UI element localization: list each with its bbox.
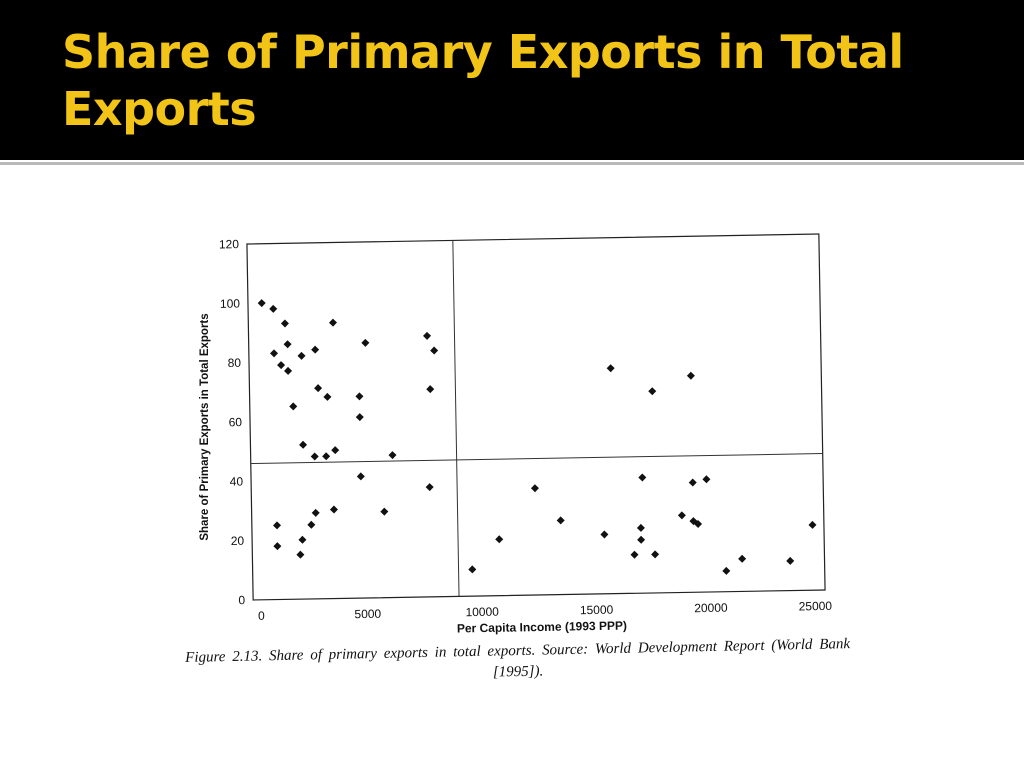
data-point: [356, 472, 365, 481]
data-point: [311, 508, 320, 517]
y-tick-label: 20: [231, 534, 245, 548]
data-point: [314, 384, 323, 393]
data-point: [606, 364, 615, 373]
data-point: [284, 366, 293, 375]
title-bar: [0, 0, 1024, 160]
data-point: [636, 523, 645, 532]
data-point: [257, 299, 266, 308]
data-point: [425, 483, 434, 492]
data-point: [786, 556, 795, 565]
data-point: [311, 345, 320, 354]
data-point: [677, 511, 686, 520]
data-point: [277, 361, 286, 370]
data-point: [355, 392, 364, 401]
data-point: [355, 413, 364, 422]
x-tick-label: 15000: [580, 603, 614, 618]
horizontal-reference-line: [250, 453, 823, 465]
slide-title: Share of Primary Exports in Total Export…: [62, 25, 904, 136]
figure-caption: Figure 2.13. Share of primary exports in…: [185, 636, 851, 681]
vertical-reference-line: [452, 240, 460, 597]
data-point: [688, 478, 697, 487]
data-point: [270, 349, 279, 358]
x-tick-label: 0: [258, 609, 265, 623]
data-point: [380, 507, 389, 516]
y-tick-label: 100: [220, 296, 241, 310]
data-point: [738, 554, 747, 563]
data-point: [468, 565, 477, 574]
y-tick-label: 0: [238, 593, 245, 607]
data-point: [600, 530, 609, 539]
x-tick-label: 10000: [465, 605, 499, 620]
data-point: [630, 550, 639, 559]
data-point: [430, 346, 439, 355]
data-point: [273, 542, 282, 551]
data-point: [686, 371, 695, 380]
data-point: [269, 304, 278, 313]
data-point: [702, 475, 711, 484]
y-tick-label: 40: [230, 474, 244, 488]
data-point: [323, 392, 332, 401]
data-point: [283, 340, 292, 349]
data-point: [637, 535, 646, 544]
data-point: [648, 387, 657, 396]
data-point: [322, 452, 331, 461]
y-tick-label: 80: [228, 356, 242, 370]
data-point: [331, 446, 340, 455]
data-point: [361, 338, 370, 347]
data-point: [388, 451, 397, 460]
scatter-chart: 0 20 40 60 80 100 120 0 5000 10000 15000 20000 25000…: [199, 233, 833, 636]
title-divider: [0, 162, 1024, 165]
y-axis-label: Share of Primary Exports in Total Export…: [199, 313, 211, 540]
data-point: [297, 351, 306, 360]
data-point: [808, 520, 817, 529]
data-point: [273, 521, 282, 530]
data-point: [299, 440, 308, 449]
data-point: [289, 402, 298, 411]
data-point: [296, 550, 305, 559]
x-tick-label: 5000: [354, 607, 381, 621]
plot-frame: [246, 233, 826, 601]
data-point: [310, 452, 319, 461]
data-point: [556, 516, 565, 525]
data-point: [426, 385, 435, 394]
data-point: [307, 520, 316, 529]
x-tick-label: 20000: [694, 601, 728, 616]
y-tick-label: 120: [219, 237, 240, 251]
y-tick-label: 60: [229, 415, 243, 429]
data-point: [638, 473, 647, 482]
data-point: [651, 550, 660, 559]
x-tick-label: 25000: [799, 599, 833, 614]
data-point: [722, 566, 731, 575]
data-point: [280, 319, 289, 328]
data-point: [298, 535, 307, 544]
data-point: [423, 331, 432, 340]
data-point: [328, 318, 337, 327]
data-point: [530, 484, 539, 493]
data-point: [495, 535, 504, 544]
x-axis-label: Per Capita Income (1993 PPP): [457, 619, 627, 636]
data-point: [329, 505, 338, 514]
data-point: [694, 519, 703, 528]
